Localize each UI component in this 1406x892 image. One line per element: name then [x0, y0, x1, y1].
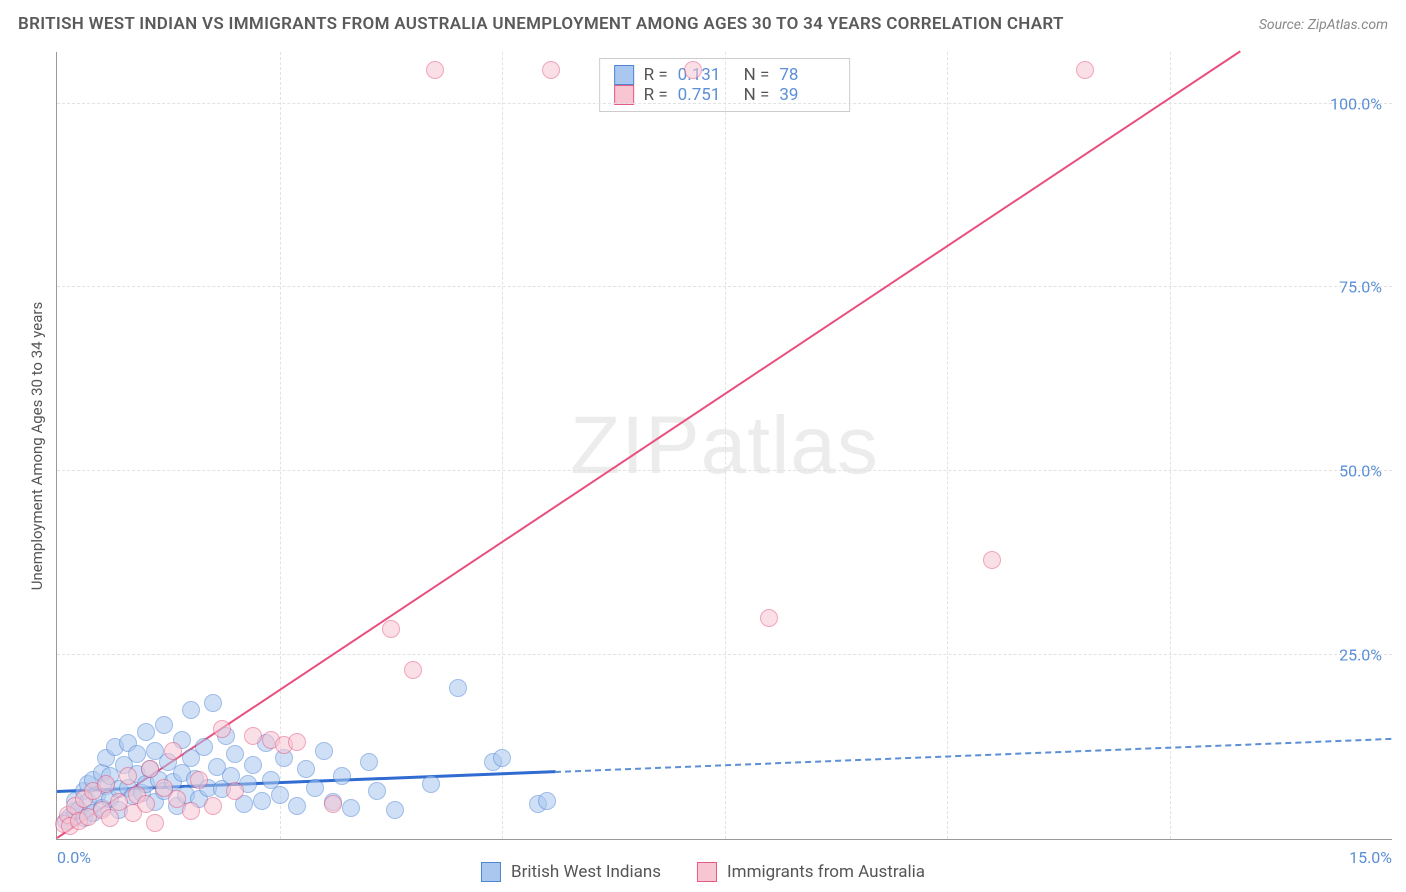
- data-point: [164, 742, 182, 760]
- data-point: [137, 723, 155, 741]
- data-point: [288, 797, 306, 815]
- data-point: [684, 61, 702, 79]
- data-point: [271, 786, 289, 804]
- legend-swatch-blue: [481, 862, 501, 882]
- gridline-v: [947, 52, 948, 839]
- data-point: [204, 694, 222, 712]
- data-point: [97, 775, 115, 793]
- data-point: [155, 716, 173, 734]
- y-tick-label: 100.0%: [1330, 94, 1382, 113]
- data-point: [386, 801, 404, 819]
- data-point: [141, 760, 159, 778]
- data-point: [542, 61, 560, 79]
- legend-item: British West Indians: [481, 862, 661, 882]
- data-point: [226, 782, 244, 800]
- data-point: [1076, 61, 1094, 79]
- data-point: [983, 551, 1001, 569]
- y-tick-label: 50.0%: [1339, 462, 1382, 481]
- scatter-plot: ZIPatlas R = 0.131 N = 78 R = 0.751 N = …: [56, 52, 1392, 840]
- data-point: [182, 701, 200, 719]
- y-axis-label: Unemployment Among Ages 30 to 34 years: [28, 302, 46, 590]
- n-value-a: 78: [779, 65, 835, 85]
- data-point: [333, 767, 351, 785]
- data-point: [426, 61, 444, 79]
- data-point: [195, 738, 213, 756]
- chart-title: BRITISH WEST INDIAN VS IMMIGRANTS FROM A…: [18, 14, 1064, 34]
- legend-swatch-blue: [614, 65, 634, 85]
- data-point: [137, 795, 155, 813]
- data-point: [538, 792, 556, 810]
- data-point: [360, 753, 378, 771]
- data-point: [204, 797, 222, 815]
- data-point: [244, 756, 262, 774]
- data-point: [190, 771, 208, 789]
- data-point: [306, 779, 324, 797]
- trend-line: [555, 738, 1392, 773]
- legend-label-b: Immigrants from Australia: [727, 862, 925, 882]
- y-tick-label: 75.0%: [1339, 278, 1382, 297]
- series-legend: British West Indians Immigrants from Aus…: [481, 862, 925, 882]
- r-label: R =: [644, 65, 668, 85]
- source-label: Source: ZipAtlas.com: [1259, 17, 1388, 33]
- data-point: [422, 775, 440, 793]
- data-point: [253, 792, 271, 810]
- data-point: [342, 799, 360, 817]
- data-point: [146, 814, 164, 832]
- data-point: [101, 809, 119, 827]
- gridline-v: [280, 52, 281, 839]
- data-point: [493, 749, 511, 767]
- data-point: [760, 609, 778, 627]
- data-point: [324, 795, 342, 813]
- watermark-bold: ZIP: [570, 400, 701, 491]
- data-point: [315, 742, 333, 760]
- gridline-v: [1170, 52, 1171, 839]
- data-point: [244, 727, 262, 745]
- data-point: [128, 745, 146, 763]
- gridline-v: [502, 52, 503, 839]
- watermark-thin: atlas: [701, 400, 879, 491]
- data-point: [368, 782, 386, 800]
- trend-line: [56, 50, 1241, 839]
- data-point: [297, 760, 315, 778]
- data-point: [288, 733, 306, 751]
- data-point: [226, 745, 244, 763]
- y-tick-label: 25.0%: [1339, 646, 1382, 665]
- data-point: [449, 679, 467, 697]
- data-point: [119, 767, 137, 785]
- gridline-v: [725, 52, 726, 839]
- n-label: N =: [744, 65, 770, 85]
- data-point: [404, 661, 422, 679]
- legend-label-a: British West Indians: [511, 862, 661, 882]
- legend-swatch-pink: [697, 862, 717, 882]
- legend-item: Immigrants from Australia: [697, 862, 925, 882]
- data-point: [213, 720, 231, 738]
- x-tick-label: 0.0%: [57, 848, 91, 867]
- title-bar: BRITISH WEST INDIAN VS IMMIGRANTS FROM A…: [18, 14, 1388, 34]
- data-point: [382, 620, 400, 638]
- data-point: [182, 802, 200, 820]
- x-tick-label: 15.0%: [1349, 848, 1392, 867]
